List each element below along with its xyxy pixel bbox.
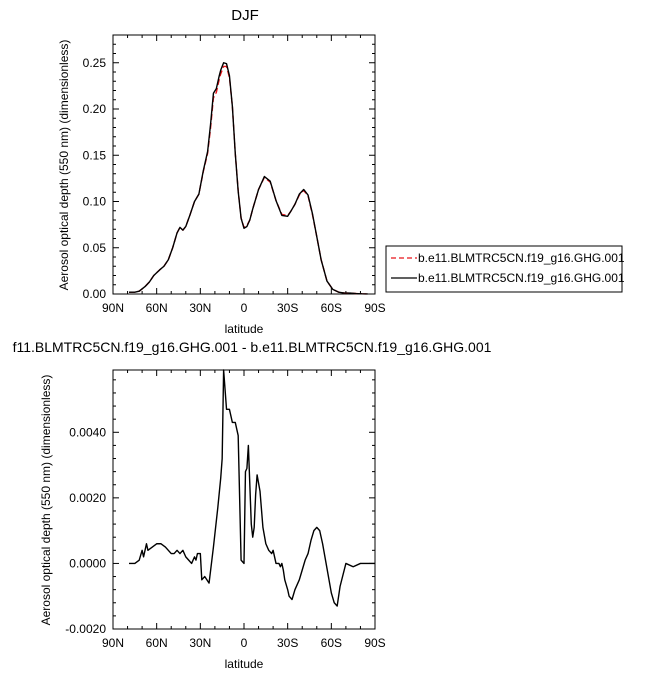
bottom-x-axis-label: latitude — [225, 657, 264, 671]
x-tick-label: 60N — [146, 301, 168, 315]
y-tick-label: 0.0000 — [69, 556, 106, 570]
legend: b.e11.BLMTRC5CN.f19_g16.GHG.001 b.e11.BL… — [385, 245, 625, 293]
y-tick-label: -0.0020 — [65, 622, 106, 636]
x-tick-label: 90N — [102, 636, 124, 650]
top-axis-ticks: 90N 60N 30N 0 30S 60S 90S 0.00 0.05 0.10 0.15 0.20 0… — [83, 34, 386, 315]
series-line-2 — [129, 62, 368, 295]
x-tick-label: 90N — [102, 301, 124, 315]
bottom-series-lines — [129, 369, 375, 607]
x-tick-label: 30N — [189, 301, 211, 315]
top-panel: DJF 90N 60N 30N 0 30S 60S 90S 0.00 0.05 0.10 0.15 0… — [57, 7, 386, 336]
top-plot-frame — [112, 34, 376, 295]
top-x-axis-label: latitude — [225, 322, 264, 336]
series-line-1 — [129, 369, 375, 607]
x-tick-label: 90S — [364, 301, 385, 315]
top-series-lines — [129, 62, 368, 295]
series-line-1 — [129, 65, 368, 295]
bottom-chart-title: f11.BLMTRC5CN.f19_g16.GHG.001 - b.e11.BL… — [13, 339, 492, 355]
x-tick-label: 60N — [146, 636, 168, 650]
x-tick-label: 60S — [321, 301, 342, 315]
bottom-panel: f11.BLMTRC5CN.f19_g16.GHG.001 - b.e11.BL… — [13, 339, 492, 671]
legend-entry-1: b.e11.BLMTRC5CN.f19_g16.GHG.001 — [418, 251, 625, 265]
y-tick-label: 0.00 — [83, 287, 107, 301]
x-tick-label: 30S — [277, 636, 298, 650]
x-tick-label: 90S — [364, 636, 385, 650]
x-tick-label: 30S — [277, 301, 298, 315]
bottom-y-axis-label: Aerosol optical depth (550 nm) (dimensio… — [39, 375, 53, 626]
x-tick-label: 0 — [241, 301, 248, 315]
y-tick-label: 0.20 — [83, 102, 107, 116]
x-tick-label: 30N — [189, 636, 211, 650]
top-chart-title: DJF — [231, 7, 259, 24]
legend-entry-2: b.e11.BLMTRC5CN.f19_g16.GHG.001 — [418, 271, 625, 285]
x-tick-label: 60S — [321, 636, 342, 650]
y-tick-label: 0.10 — [83, 195, 107, 209]
y-tick-label: 0.15 — [83, 148, 107, 162]
y-tick-label: 0.0020 — [69, 491, 106, 505]
y-tick-label: 0.25 — [83, 56, 107, 70]
y-tick-label: 0.0040 — [69, 425, 106, 439]
top-y-axis-label: Aerosol optical depth (550 nm) (dimensio… — [57, 40, 71, 291]
bottom-axis-ticks: 90N 60N 30N 0 30S 60S 90S -0.0020 0.0000 0.0020 0.… — [65, 370, 386, 650]
legend-box — [385, 245, 623, 293]
x-tick-label: 0 — [241, 636, 248, 650]
bottom-plot-frame — [112, 369, 376, 630]
y-tick-label: 0.05 — [83, 241, 107, 255]
